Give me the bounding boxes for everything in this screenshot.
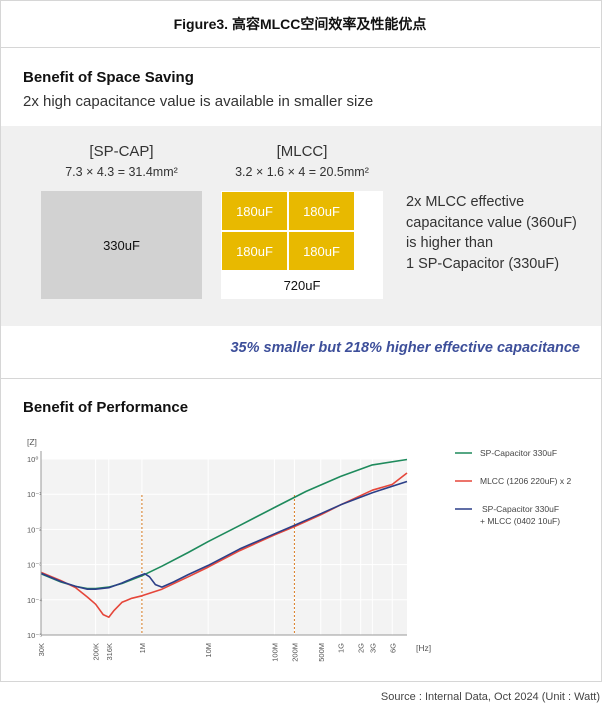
x-tick-label: 316K xyxy=(105,643,114,661)
legend-label: SP-Capacitor 330uF xyxy=(480,448,557,458)
source-note: Source : Internal Data, Oct 2024 (Unit :… xyxy=(380,691,600,703)
space-saving-subtitle: 2x high capacitance value is available i… xyxy=(23,93,374,110)
impedance-chart: 10⁰ 10⁻¹ 10⁻² 10⁻³ 10⁻⁴ 10⁻⁵ 30K 200K 316K 1M 10M 1… xyxy=(27,437,571,662)
mlcc-cell: 180uF xyxy=(289,232,354,270)
x-tick-label: 1M xyxy=(138,643,147,653)
x-tick-label: 30K xyxy=(37,643,46,656)
chart-grid xyxy=(40,458,407,636)
description-line: 1 SP-Capacitor (330uF) xyxy=(406,255,560,272)
mlcc-label: [MLCC] xyxy=(276,143,328,160)
x-axis-label: [Hz] xyxy=(416,643,431,653)
y-tick-label: 10⁻¹ xyxy=(27,490,42,499)
mlcc-cell: 180uF xyxy=(222,232,287,270)
chart-legend: SP-Capacitor 330uF MLCC (1206 220uF) x 2 S… xyxy=(455,448,571,526)
mlcc-dimensions: 3.2 × 1.6 × 4 = 20.5mm² xyxy=(235,165,369,179)
description-line: 2x MLCC effective xyxy=(406,194,525,210)
figure-title: Figure3. 高容MLCC空间效率及性能优点 xyxy=(0,0,600,48)
x-tick-label: 2G xyxy=(357,643,366,653)
legend-label: MLCC (1206 220uF) x 2 xyxy=(480,476,571,486)
space-claim: 35% smaller but 218% higher effective ca… xyxy=(230,340,580,356)
x-tick-label: 10M xyxy=(204,643,213,658)
y-tick-label: 10⁰ xyxy=(27,455,38,464)
chart-axes: 10⁰ 10⁻¹ 10⁻² 10⁻³ 10⁻⁴ 10⁻⁵ 30K 200K 316K 1M 10M 1… xyxy=(27,437,431,662)
spcap-value: 330uF xyxy=(103,237,140,253)
mlcc-total: 720uF xyxy=(283,277,321,293)
space-saving-title: Benefit of Space Saving xyxy=(23,69,194,86)
plot-area xyxy=(41,459,407,635)
y-tick-label: 10⁻² xyxy=(27,525,42,534)
x-tick-label: 200M xyxy=(290,643,299,662)
series-line xyxy=(40,480,408,590)
x-tick-label: 200K xyxy=(92,643,101,661)
description-line: is higher than xyxy=(406,235,494,251)
series-lines xyxy=(40,458,408,618)
y-tick-label: 10⁻⁴ xyxy=(27,596,43,605)
y-tick-label: 10⁻⁵ xyxy=(27,631,42,640)
mlcc-cell: 180uF xyxy=(289,192,354,230)
legend-label: SP-Capacitor 330uF + MLCC (0402 10uF) xyxy=(480,504,560,526)
performance-title: Benefit of Performance xyxy=(23,399,189,416)
section-divider xyxy=(1,378,601,379)
x-tick-label: 3G xyxy=(368,643,377,653)
x-tick-label: 6G xyxy=(388,643,397,653)
spcap-label: [SP-CAP] xyxy=(89,143,154,160)
y-axis-label: [Z] xyxy=(27,437,37,447)
capacitance-description: 2x MLCC effective capacitance value (360… xyxy=(406,192,596,274)
description-line: capacitance value (360uF) xyxy=(406,214,577,231)
y-tick-label: 10⁻³ xyxy=(27,561,42,570)
x-tick-label: 1G xyxy=(337,643,346,653)
mlcc-cell: 180uF xyxy=(222,192,287,230)
spcap-block: 330uF xyxy=(41,191,202,299)
reference-lines xyxy=(141,495,295,635)
x-tick-label: 500M xyxy=(317,643,326,662)
x-tick-label: 100M xyxy=(270,643,279,662)
spcap-dimensions: 7.3 × 4.3 = 31.4mm² xyxy=(65,165,178,179)
